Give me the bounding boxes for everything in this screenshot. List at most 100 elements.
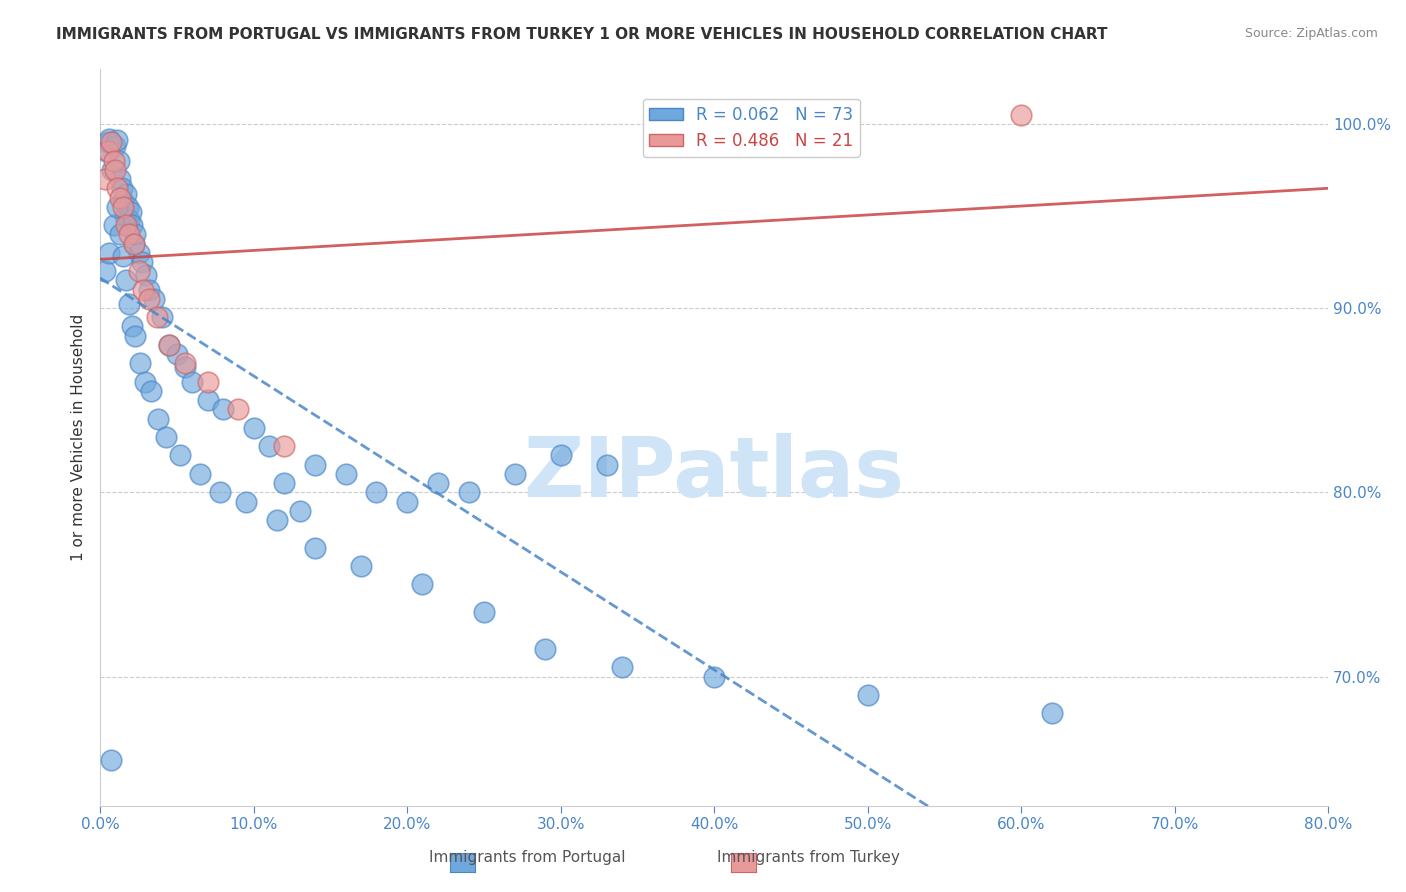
Point [138,283,160,297]
Point [197,393,219,408]
Point [1040,706,1063,721]
Point [335,467,357,481]
Point [122,236,145,251]
Point [114,209,136,223]
Point [188,467,211,481]
Point [122,236,145,251]
Point [112,200,135,214]
Point [124,227,146,242]
Point [118,227,141,242]
Point [138,292,160,306]
Point [226,402,249,417]
Point [235,494,257,508]
Point [166,347,188,361]
Point [105,133,128,147]
Point [703,670,725,684]
Point [610,660,633,674]
Point [304,541,326,555]
Point [1010,107,1032,121]
Point [100,135,122,149]
Point [503,467,526,481]
Point [304,458,326,472]
Point [98,245,121,260]
Point [118,297,141,311]
Point [155,430,177,444]
Point [181,375,204,389]
Point [157,338,180,352]
Point [242,421,264,435]
Point [197,375,219,389]
Point [111,181,134,195]
Y-axis label: 1 or more Vehicles in Household: 1 or more Vehicles in Household [72,313,86,561]
Point [856,688,879,702]
Legend: R = 0.062   N = 73, R = 0.486   N = 21: R = 0.062 N = 73, R = 0.486 N = 21 [643,99,860,157]
Point [366,485,388,500]
Text: IMMIGRANTS FROM PORTUGAL VS IMMIGRANTS FROM TURKEY 1 OR MORE VEHICLES IN HOUSEHO: IMMIGRANTS FROM PORTUGAL VS IMMIGRANTS F… [56,27,1108,42]
Point [121,218,143,232]
Point [101,162,124,177]
Point [173,356,195,370]
Point [124,328,146,343]
Point [212,402,235,417]
Point [257,439,280,453]
Point [100,752,122,766]
Point [134,375,156,389]
Point [105,200,128,214]
Point [93,172,115,186]
Point [97,145,120,159]
Point [103,218,125,232]
Point [396,494,419,508]
Point [208,485,231,500]
Point [112,194,135,209]
Point [93,264,115,278]
Text: ZIPatlas: ZIPatlas [523,434,904,515]
Point [98,131,121,145]
Point [142,292,165,306]
Point [273,439,295,453]
Point [121,319,143,334]
Point [595,458,617,472]
Point [105,181,128,195]
Point [132,283,155,297]
Point [148,411,170,425]
Point [108,227,131,242]
Text: Immigrants from Portugal: Immigrants from Portugal [429,850,626,865]
Point [131,255,153,269]
Point [266,513,288,527]
Point [169,449,191,463]
Point [104,139,127,153]
Point [128,245,150,260]
Point [146,310,169,325]
Point [457,485,479,500]
Point [273,476,295,491]
Point [115,273,138,287]
Text: Immigrants from Turkey: Immigrants from Turkey [717,850,900,865]
Point [103,153,125,168]
Point [104,162,127,177]
Point [550,449,572,463]
Point [426,476,449,491]
Point [120,205,142,219]
Point [112,250,135,264]
Point [411,577,433,591]
Point [108,172,131,186]
Point [108,190,131,204]
Point [288,504,311,518]
Point [115,218,138,232]
Point [534,642,557,657]
Point [173,359,195,374]
Point [139,384,162,398]
Point [350,559,373,574]
Point [115,186,138,201]
Point [157,338,180,352]
Point [129,356,152,370]
Point [472,605,495,619]
Point [117,200,139,214]
Point [118,212,141,227]
Text: Source: ZipAtlas.com: Source: ZipAtlas.com [1244,27,1378,40]
Point [150,310,173,325]
Point [135,268,157,282]
Point [107,153,129,168]
Point [96,145,118,159]
Point [97,135,120,149]
